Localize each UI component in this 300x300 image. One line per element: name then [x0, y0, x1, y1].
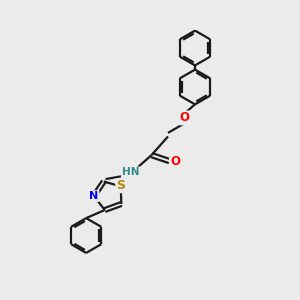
- Text: O: O: [179, 111, 190, 124]
- Text: S: S: [116, 179, 125, 192]
- Text: N: N: [89, 191, 98, 201]
- Text: O: O: [170, 154, 180, 168]
- Text: HN: HN: [122, 167, 139, 177]
